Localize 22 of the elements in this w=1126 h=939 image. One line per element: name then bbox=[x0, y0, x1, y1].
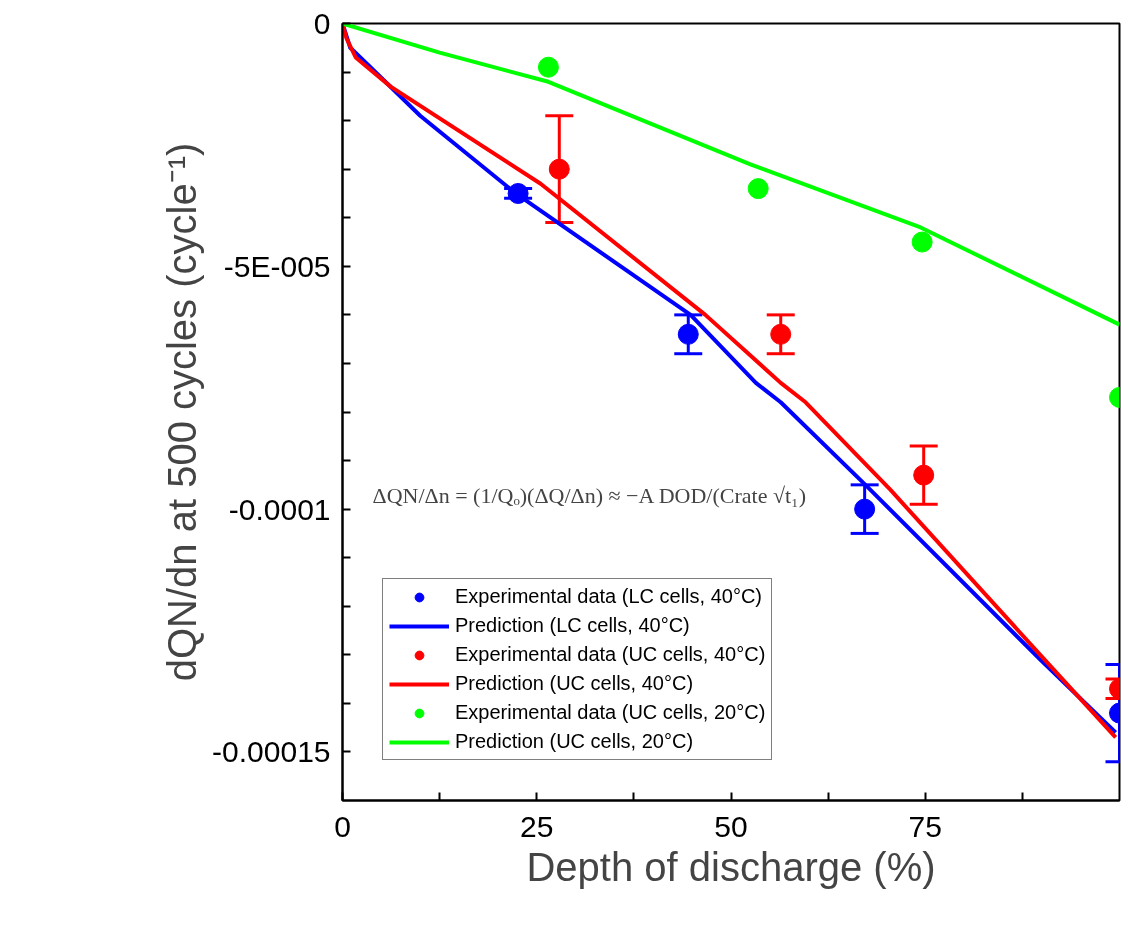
x-axis-title: Depth of discharge (%) bbox=[526, 844, 936, 889]
y-tick-label: 0 bbox=[313, 7, 331, 40]
legend-label: Experimental data (UC cells, 40°C) bbox=[455, 643, 766, 666]
legend-label: Prediction (UC cells, 40°C) bbox=[455, 672, 694, 695]
annotation: ΔQN/Δn = (1/Qₒ)(ΔQ/Δn) ≈ −A DOD/(Crate √t₁) bbox=[372, 483, 807, 508]
legend-label: Experimental data (UC cells, 20°C) bbox=[455, 701, 766, 724]
point bbox=[770, 323, 792, 345]
y-tick-label: -0.00015 bbox=[212, 735, 331, 769]
point bbox=[548, 158, 570, 180]
x-tick-label: 25 bbox=[520, 809, 554, 843]
point bbox=[537, 56, 559, 78]
line-series bbox=[342, 23, 1120, 327]
legend-label: Prediction (UC cells, 20°C) bbox=[455, 730, 694, 753]
x-tick-label: 50 bbox=[714, 809, 748, 843]
x-tick-label: 75 bbox=[908, 809, 942, 843]
point bbox=[747, 178, 769, 200]
y-tick-label: -0.0001 bbox=[228, 492, 331, 526]
y-tick-label: -5E-005 bbox=[223, 249, 331, 283]
point bbox=[677, 323, 699, 345]
legend-label: Experimental data (LC cells, 40°C) bbox=[455, 585, 763, 608]
legend-label: Prediction (LC cells, 40°C) bbox=[455, 614, 690, 637]
y-axis-title: dQN/dn at 500 cycles (cycle⁻¹) bbox=[160, 142, 205, 682]
